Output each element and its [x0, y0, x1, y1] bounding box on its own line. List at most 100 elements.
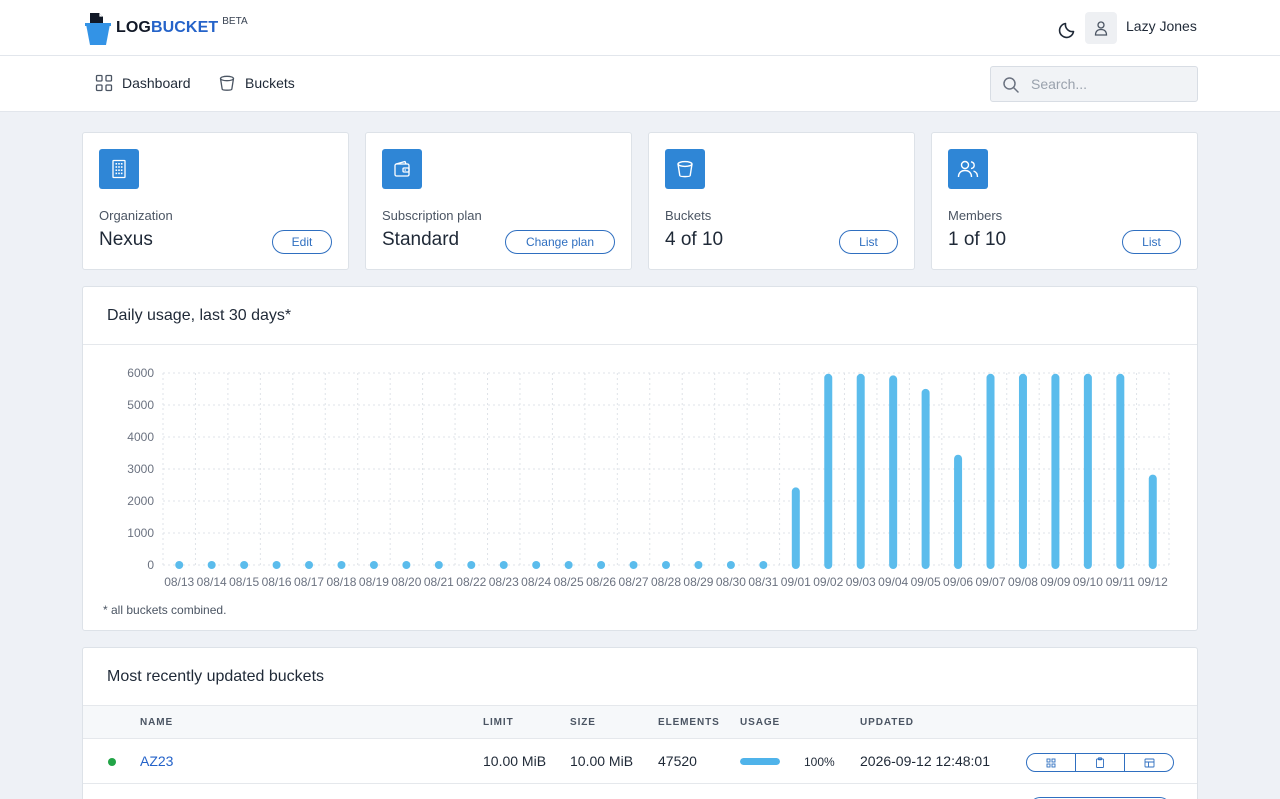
bar-09-04 — [889, 375, 898, 569]
bar-09-05 — [921, 388, 930, 569]
grid-icon — [1046, 758, 1056, 767]
y-tick-label: 6000 — [127, 366, 154, 380]
change-plan-button[interactable]: Change plan — [505, 230, 615, 254]
grid-icon — [95, 74, 113, 92]
usage-bar — [740, 758, 780, 765]
stat-label: Members — [948, 208, 1003, 223]
bar-08-22 — [467, 561, 476, 569]
top-bar: LOGBUCKET BETA Lazy Jones — [0, 0, 1280, 56]
wallet-icon — [394, 160, 410, 177]
bar-08-18 — [337, 561, 346, 569]
x-tick-label: 08/27 — [619, 575, 649, 589]
table-header: NAME LIMIT SIZE ELEMENTS USAGE UPDATED — [83, 705, 1197, 739]
column-header-limit[interactable]: LIMIT — [483, 717, 514, 728]
y-tick-label: 4000 — [127, 430, 154, 444]
list-buckets-button[interactable]: List — [839, 230, 898, 254]
bar-08-21 — [434, 561, 443, 569]
buckets-card: Buckets 4 of 10 List — [648, 132, 915, 270]
edit-organization-button[interactable]: Edit — [272, 230, 332, 254]
stat-value: 4 of 10 — [665, 229, 724, 250]
x-tick-label: 09/02 — [813, 575, 843, 589]
view-bucket-button[interactable] — [1027, 754, 1076, 771]
bar-08-13 — [175, 561, 184, 569]
bar-08-17 — [305, 561, 314, 569]
status-dot — [108, 758, 116, 766]
bucket-icon — [677, 160, 693, 178]
moon-icon[interactable] — [1058, 19, 1078, 39]
bar-08-27 — [629, 561, 638, 569]
search-input[interactable] — [1031, 67, 1191, 101]
subscription-card: Subscription plan Standard Change plan — [365, 132, 632, 270]
x-tick-label: 09/06 — [943, 575, 973, 589]
x-tick-label: 09/09 — [1040, 575, 1070, 589]
bucket-icon — [219, 75, 235, 91]
table-view-button[interactable] — [1125, 754, 1173, 771]
bar-09-10 — [1083, 373, 1092, 569]
bar-08-19 — [369, 561, 378, 569]
x-tick-label: 08/20 — [391, 575, 421, 589]
x-tick-label: 08/23 — [489, 575, 519, 589]
bucket-size: 10.00 MiB — [570, 753, 634, 769]
bucket-name-link[interactable]: AZ23 — [140, 753, 174, 769]
bar-09-12 — [1148, 474, 1157, 569]
y-tick-label: 5000 — [127, 398, 154, 412]
x-tick-label: 09/10 — [1073, 575, 1103, 589]
nav-buckets[interactable]: Buckets — [218, 74, 295, 92]
x-tick-label: 09/11 — [1106, 575, 1135, 589]
bar-08-24 — [532, 561, 541, 569]
column-header-name[interactable]: NAME — [140, 717, 174, 728]
bar-08-14 — [207, 561, 216, 569]
x-tick-label: 09/05 — [911, 575, 941, 589]
app-logo[interactable]: LOGBUCKET BETA — [84, 10, 248, 46]
bucket-logo-icon — [85, 13, 111, 45]
nav-bar: Dashboard Buckets — [0, 56, 1280, 112]
stat-icon-box — [665, 149, 705, 189]
x-tick-label: 09/04 — [878, 575, 908, 589]
bar-09-09 — [1051, 373, 1060, 569]
y-tick-label: 3000 — [127, 462, 154, 476]
stat-label: Buckets — [665, 208, 712, 223]
app-name-part2: BUCKET — [150, 19, 219, 36]
x-tick-label: 08/31 — [748, 575, 778, 589]
users-icon — [957, 160, 979, 178]
building-icon — [112, 159, 126, 179]
stat-label: Organization — [99, 208, 173, 223]
stat-value: 1 of 10 — [948, 229, 1007, 250]
x-tick-label: 08/24 — [521, 575, 551, 589]
bar-08-29 — [694, 561, 703, 569]
bar-09-06 — [954, 454, 963, 569]
x-tick-label: 08/21 — [424, 575, 454, 589]
y-tick-label: 2000 — [127, 494, 154, 508]
x-tick-label: 08/22 — [456, 575, 486, 589]
bar-08-15 — [240, 561, 249, 569]
x-tick-label: 08/15 — [229, 575, 259, 589]
organization-card: Organization Nexus Edit — [82, 132, 349, 270]
x-tick-label: 08/19 — [359, 575, 389, 589]
column-header-updated[interactable]: UPDATED — [860, 717, 914, 728]
nav-dashboard[interactable]: Dashboard — [95, 74, 191, 92]
app-name: LOGBUCKET — [116, 19, 218, 37]
app-name-part1: LOG — [116, 19, 151, 36]
bar-09-11 — [1116, 373, 1125, 569]
chart-title: Daily usage, last 30 days* — [107, 307, 292, 324]
x-tick-label: 09/08 — [1008, 575, 1038, 589]
list-members-button[interactable]: List — [1122, 230, 1181, 254]
user-name[interactable]: Lazy Jones — [1126, 18, 1197, 34]
beta-badge: BETA — [222, 15, 248, 27]
clipboard-button[interactable] — [1076, 754, 1125, 771]
usage-bar-fill — [740, 758, 780, 765]
avatar[interactable] — [1085, 12, 1117, 44]
stat-value: Standard — [382, 229, 460, 250]
bar-09-03 — [856, 373, 865, 569]
x-tick-label: 08/26 — [586, 575, 616, 589]
stat-value: Nexus — [99, 229, 153, 250]
recent-buckets-card: Most recently updated buckets NAME LIMIT… — [82, 647, 1198, 799]
column-header-elements[interactable]: ELEMENTS — [658, 717, 720, 728]
column-header-usage[interactable]: USAGE — [740, 717, 781, 728]
stat-icon-box — [99, 149, 139, 189]
usage-bar-chart: 0 1000 2000 3000 4000 5000 6000 08/13 08/14 08/15… — [127, 366, 1170, 589]
divider — [83, 344, 1197, 345]
x-tick-label: 09/07 — [976, 575, 1006, 589]
bar-09-02 — [824, 373, 833, 569]
column-header-size[interactable]: SIZE — [570, 717, 596, 728]
